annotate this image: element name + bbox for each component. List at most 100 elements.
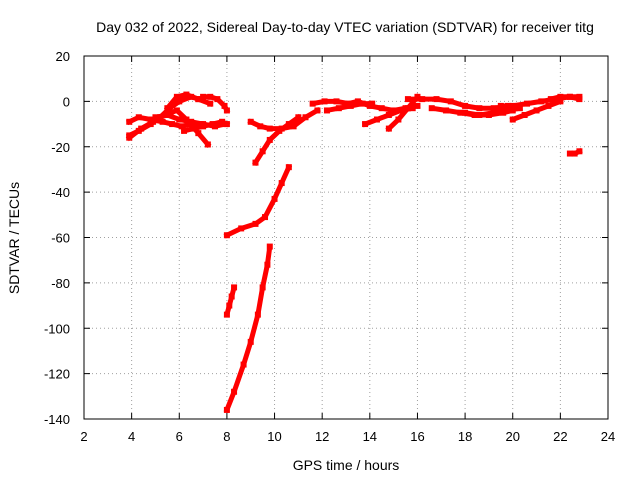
chart-title: Day 032 of 2022, Sidereal Day-to-day VTE… [96, 19, 594, 35]
data-point [576, 148, 583, 155]
x-tick-label: 24 [601, 429, 615, 444]
data-point [252, 159, 259, 166]
data-point [247, 338, 254, 345]
data-point [335, 105, 342, 112]
series-arc22 [547, 94, 583, 103]
plot-frame [83, 55, 609, 420]
data-point [176, 116, 183, 123]
x-tick-label: 4 [128, 429, 135, 444]
series-arc10 [223, 243, 273, 414]
data-point [314, 107, 321, 114]
data-point [200, 123, 207, 130]
data-point [138, 125, 145, 132]
data-point [395, 116, 402, 123]
data-point [266, 136, 273, 143]
data-point [404, 105, 411, 112]
data-point [257, 123, 264, 130]
data-point [259, 284, 266, 291]
data-point [290, 123, 297, 130]
data-point [566, 150, 573, 157]
data-point [200, 93, 207, 100]
data-point [240, 361, 247, 368]
data-point [447, 98, 454, 105]
x-tick-label: 2 [80, 429, 87, 444]
data-point [214, 96, 221, 103]
data-point [204, 141, 211, 148]
data-point [259, 148, 266, 155]
data-point [490, 109, 497, 116]
data-point [207, 100, 214, 107]
data-point [457, 109, 464, 116]
data-point [264, 261, 271, 268]
data-point [521, 111, 528, 118]
data-point [266, 125, 273, 132]
data-point [231, 388, 238, 395]
data-point [209, 121, 216, 128]
data-point [359, 100, 366, 107]
data-point [247, 118, 254, 125]
data-point [476, 105, 483, 112]
data-point [397, 107, 404, 114]
x-tick-label: 8 [223, 429, 230, 444]
data-point [183, 91, 190, 98]
data-point [195, 96, 202, 103]
x-tick-label: 22 [553, 429, 567, 444]
data-point [576, 96, 583, 103]
data-point [404, 96, 411, 103]
data-point [476, 111, 483, 118]
y-tick-label: -60 [51, 231, 70, 246]
data-point [173, 93, 180, 100]
data-point [390, 107, 397, 114]
data-point [285, 121, 292, 128]
data-point [557, 93, 564, 100]
data-point [533, 107, 540, 114]
data-point [169, 121, 176, 128]
data-point [207, 93, 214, 100]
data-point [497, 102, 504, 109]
data-point [547, 96, 554, 103]
x-axis-label: GPS time / hours [293, 457, 400, 473]
data-point [231, 284, 238, 291]
y-tick-label: 20 [56, 49, 70, 64]
data-point [433, 96, 440, 103]
x-tick-label: 12 [315, 429, 329, 444]
data-point [509, 102, 516, 109]
data-point [428, 105, 435, 112]
data-point [223, 232, 230, 239]
x-tick-label: 18 [458, 429, 472, 444]
y-tick-label: -100 [44, 321, 70, 336]
data-point [195, 130, 202, 137]
data-point [462, 102, 469, 109]
x-tick-label: 10 [267, 429, 281, 444]
data-point [566, 93, 573, 100]
data-point [571, 150, 578, 157]
y-tick-label: 0 [63, 94, 70, 109]
data-point [309, 100, 316, 107]
data-point [164, 105, 171, 112]
data-point [490, 105, 497, 112]
data-point [254, 311, 261, 318]
data-point [228, 293, 235, 300]
x-tick-label: 6 [176, 429, 183, 444]
data-point [409, 105, 416, 112]
x-tick-labels: 2 4 6 8 10 12 14 16 18 20 22 24 [80, 429, 615, 444]
data-point [238, 225, 245, 232]
data-point [538, 98, 545, 105]
data-point [278, 180, 285, 187]
data-point [226, 302, 233, 309]
data-point [223, 121, 230, 128]
data-point [173, 107, 180, 114]
data-point [385, 111, 392, 118]
data-series [125, 91, 583, 414]
data-point [188, 118, 195, 125]
data-point [362, 121, 369, 128]
data-point [323, 107, 330, 114]
data-point [278, 125, 285, 132]
data-point [504, 107, 511, 114]
data-point [266, 243, 273, 250]
series-arc9 [223, 284, 238, 318]
y-tick-label: -120 [44, 367, 70, 382]
y-axis-label: SDTVAR / TECUs [6, 182, 22, 294]
